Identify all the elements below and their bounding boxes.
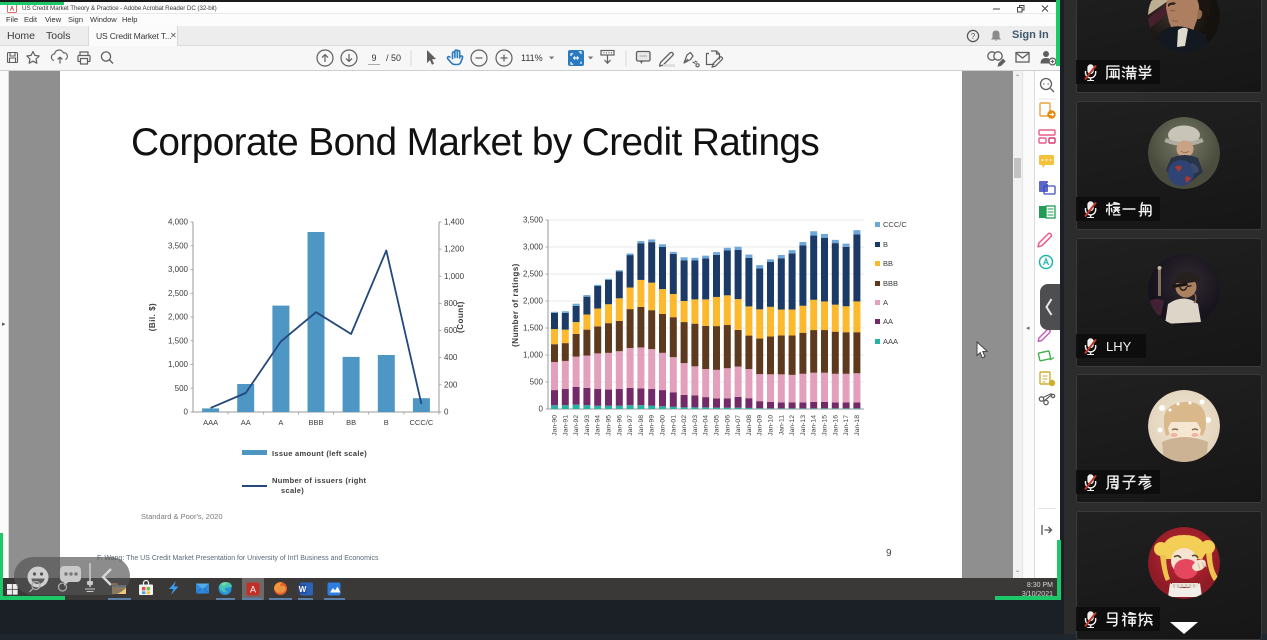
svg-text:/ 50: / 50: [386, 53, 401, 63]
svg-text:3,500: 3,500: [168, 241, 189, 250]
svg-text:Jan-04: Jan-04: [703, 415, 710, 436]
svg-text:Jan-05: Jan-05: [714, 415, 721, 436]
svg-text:AA: AA: [241, 418, 251, 427]
svg-text:Jan-06: Jan-06: [724, 415, 731, 436]
svg-text:4,000: 4,000: [168, 218, 189, 227]
svg-text:Standard & Poor's, 2020: Standard & Poor's, 2020: [141, 512, 223, 521]
svg-text:2,500: 2,500: [168, 289, 189, 298]
svg-text:BB: BB: [883, 259, 893, 268]
svg-text:Jan-15: Jan-15: [822, 415, 829, 436]
svg-text:1,500: 1,500: [168, 336, 189, 345]
svg-text:Jan-90: Jan-90: [552, 415, 559, 436]
svg-text:F. Wang: The US Credit Market: F. Wang: The US Credit Market Presentati…: [97, 555, 379, 562]
svg-text:Jan-98: Jan-98: [638, 415, 645, 436]
svg-text:BBB: BBB: [883, 279, 898, 288]
svg-text:400: 400: [444, 353, 458, 362]
svg-text:Jan-03: Jan-03: [692, 415, 699, 436]
svg-text:9: 9: [886, 548, 892, 559]
svg-text:500: 500: [175, 384, 189, 393]
svg-text:Jan-93: Jan-93: [584, 415, 591, 436]
svg-text:B: B: [384, 418, 389, 427]
svg-text:1,400: 1,400: [444, 218, 465, 227]
svg-text:0: 0: [444, 408, 449, 417]
svg-text:Issue amount (left scale): Issue amount (left scale): [272, 449, 367, 458]
svg-text:Jan-99: Jan-99: [649, 415, 656, 436]
svg-text:AAA: AAA: [883, 337, 898, 346]
svg-text:CCC/C: CCC/C: [883, 220, 907, 229]
svg-text:Jan-97: Jan-97: [627, 415, 634, 436]
svg-text:Jan-96: Jan-96: [616, 415, 623, 436]
svg-text:W: W: [299, 585, 307, 594]
svg-text:Jan-12: Jan-12: [789, 415, 796, 436]
svg-text:A: A: [250, 585, 256, 595]
svg-text:2,500: 2,500: [523, 270, 544, 279]
svg-text:111%: 111%: [521, 53, 543, 63]
svg-text:(Number of ratings): (Number of ratings): [511, 263, 520, 347]
svg-text:Jan-17: Jan-17: [843, 415, 850, 436]
svg-text:500: 500: [530, 378, 544, 387]
svg-text:600: 600: [444, 326, 458, 335]
svg-text:Jan-18: Jan-18: [854, 415, 861, 436]
svg-text:Jan-14: Jan-14: [811, 415, 818, 436]
svg-text:800: 800: [444, 299, 458, 308]
svg-text:1,500: 1,500: [523, 324, 544, 333]
svg-text:AA: AA: [883, 317, 893, 326]
svg-text:Jan-94: Jan-94: [595, 415, 602, 436]
svg-text:(Bil. $): (Bil. $): [148, 303, 157, 331]
svg-text:Jan-08: Jan-08: [746, 415, 753, 436]
svg-text:3,500: 3,500: [523, 216, 544, 225]
svg-text:3/10/2021: 3/10/2021: [1022, 591, 1053, 598]
svg-text:3,000: 3,000: [523, 243, 544, 252]
svg-text:Jan-91: Jan-91: [562, 415, 569, 436]
svg-text:A: A: [278, 418, 283, 427]
svg-text:BB: BB: [346, 418, 356, 427]
svg-text:A: A: [10, 7, 15, 13]
svg-text:0: 0: [184, 408, 189, 417]
svg-text:Jan-01: Jan-01: [670, 415, 677, 436]
svg-text:1,000: 1,000: [523, 351, 544, 360]
svg-text:Jan-13: Jan-13: [800, 415, 807, 436]
svg-text:scale): scale): [281, 486, 304, 495]
svg-text:CCC/C: CCC/C: [410, 418, 434, 427]
svg-text:1,000: 1,000: [444, 272, 465, 281]
svg-text:Jan-95: Jan-95: [606, 415, 613, 436]
svg-text:Jan-09: Jan-09: [757, 415, 764, 436]
svg-text:Jan-11: Jan-11: [778, 415, 785, 435]
svg-text:?: ?: [971, 32, 976, 41]
svg-text:Jan-92: Jan-92: [573, 415, 580, 436]
svg-text:Jan-10: Jan-10: [768, 415, 775, 436]
svg-text:(Count): (Count): [456, 301, 465, 333]
svg-text:200: 200: [444, 380, 458, 389]
svg-text:1,000: 1,000: [168, 360, 189, 369]
svg-text:Number of issuers (right: Number of issuers (right: [272, 476, 366, 485]
svg-text:2,000: 2,000: [168, 313, 189, 322]
svg-text:A: A: [883, 298, 888, 307]
svg-text:Jan-07: Jan-07: [735, 415, 742, 436]
svg-text:8:30 PM: 8:30 PM: [1027, 582, 1053, 589]
svg-text:9: 9: [371, 53, 376, 63]
svg-text:1,200: 1,200: [444, 245, 465, 254]
svg-text:0: 0: [539, 405, 544, 414]
svg-text:2,000: 2,000: [523, 297, 544, 306]
svg-text:Jan-02: Jan-02: [681, 415, 688, 436]
svg-text:Jan-16: Jan-16: [832, 415, 839, 436]
svg-text:B: B: [883, 240, 888, 249]
svg-text:3,000: 3,000: [168, 265, 189, 274]
svg-text:BBB: BBB: [308, 418, 323, 427]
svg-text:Jan-00: Jan-00: [660, 415, 667, 436]
svg-text:AAA: AAA: [203, 418, 218, 427]
